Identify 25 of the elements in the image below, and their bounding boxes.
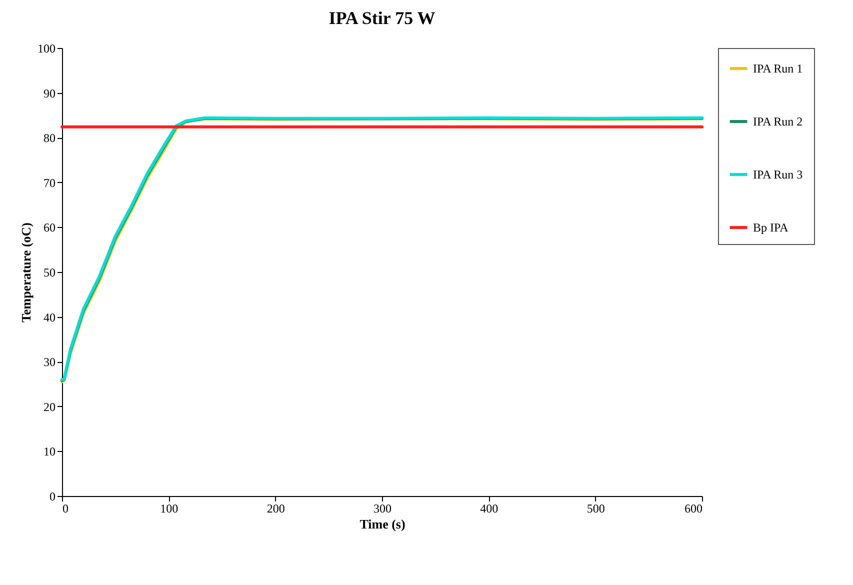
- x-tick-label: 200: [266, 502, 285, 516]
- y-tick-label: 40: [44, 310, 56, 324]
- y-tick-label: 0: [50, 490, 56, 504]
- y-tick-label: 10: [44, 444, 56, 459]
- y-tick-label: 60: [44, 220, 56, 235]
- legend-label: IPA Run 1: [753, 62, 803, 76]
- x-tick-label: 500: [586, 502, 605, 516]
- x-axis-title: Time (s): [360, 516, 406, 532]
- legend-label: Bp IPA: [753, 220, 789, 234]
- y-tick-label: 80: [44, 131, 56, 146]
- x-tick-label: 300: [374, 502, 392, 516]
- y-tick-label: 50: [44, 266, 56, 280]
- legend-label: IPA Run 3: [753, 168, 803, 182]
- y-axis-title: Temperature (oC): [18, 222, 34, 323]
- x-tick-label: 100: [160, 502, 178, 516]
- y-tick-label: 100: [38, 42, 56, 56]
- y-tick-label: 90: [44, 86, 56, 100]
- x-tick-label: 0: [62, 502, 68, 516]
- legend-label: IPA Run 2: [753, 114, 803, 128]
- y-tick-label: 30: [44, 355, 56, 370]
- x-tick-label: 400: [480, 502, 498, 516]
- y-tick-label: 70: [44, 176, 56, 190]
- y-tick-label: 20: [44, 400, 56, 414]
- chart-title: IPA Stir 75 W: [328, 8, 436, 28]
- x-tick-label: 600: [684, 502, 702, 516]
